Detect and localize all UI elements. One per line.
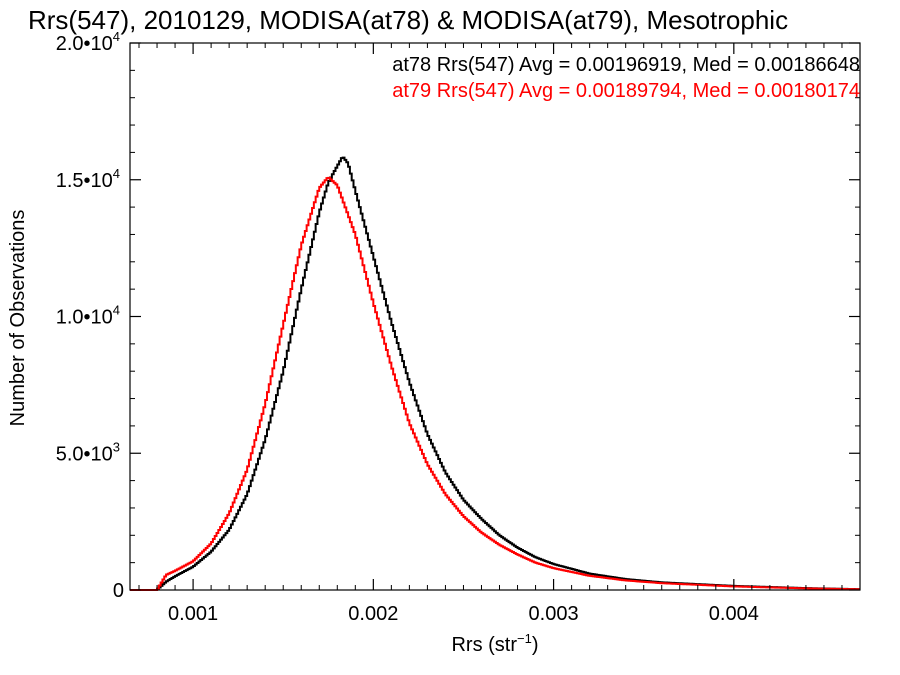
series-line-at79 — [130, 176, 860, 591]
series-line-at78 — [130, 156, 860, 591]
y-tick-label: 1.0•104 — [56, 303, 120, 329]
chart-title: Rrs(547), 2010129, MODISA(at78) & MODISA… — [28, 5, 788, 35]
ticks-layer: 0.001 0.002 0.003 0.004 0 5.0•103 1.0•104 1.5•1… — [56, 29, 861, 625]
x-tick-label: 0.001 — [168, 603, 218, 625]
y-tick-label: 1.5•104 — [56, 166, 120, 192]
y-tick-label: 2.0•104 — [56, 29, 120, 55]
y-tick-label: 5.0•103 — [56, 439, 120, 465]
x-axis-label: Rrs (str−1) — [451, 631, 538, 656]
plot-area: 0.001 0.002 0.003 0.004 0 5.0•103 1.0•104 1.5•1… — [56, 29, 861, 625]
y-tick-label: 0 — [113, 580, 124, 602]
legend-entry-at79: at79 Rrs(547) Avg = 0.00189794, Med = 0.… — [392, 80, 860, 102]
legend-entry-at78: at78 Rrs(547) Avg = 0.00196919, Med = 0.… — [392, 54, 860, 76]
y-axis-label: Number of Observations — [7, 210, 29, 427]
x-tick-label: 0.002 — [348, 603, 398, 625]
x-tick-label: 0.003 — [529, 603, 579, 625]
x-tick-label: 0.004 — [709, 603, 759, 625]
series-layer — [130, 156, 860, 591]
